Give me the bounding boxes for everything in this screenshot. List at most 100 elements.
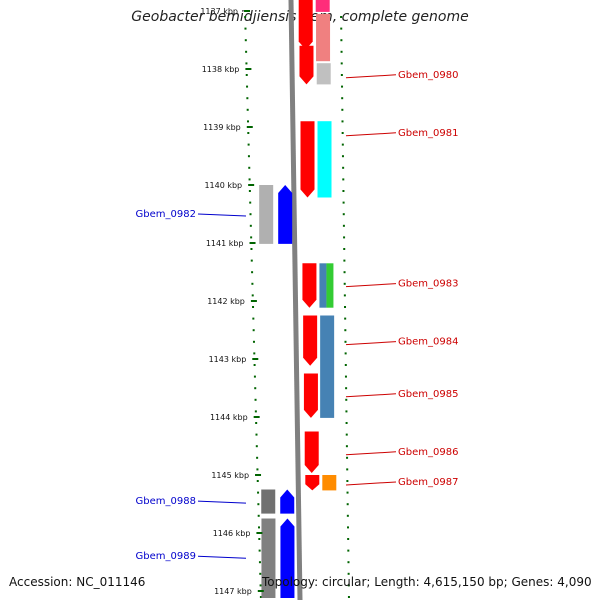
ruler-dot [340,50,343,53]
ruler-dot [342,190,345,192]
leader-line [345,393,397,398]
gene-arrow[interactable] [280,518,295,599]
ruler-tick [256,532,263,534]
ruler-dot [342,224,345,227]
ruler-dot [340,27,343,30]
ruler-dot [253,352,256,355]
gene-label[interactable]: Gbem_0984 [398,337,458,348]
ruler-dot [343,248,346,250]
ruler-dot [256,456,259,459]
topology-text: Topology: circular; Length: 4,615,150 bp… [262,575,592,589]
leader-line [345,481,397,486]
gene-label[interactable]: Gbem_0982 [136,209,196,220]
ruler-dot [254,387,257,390]
ruler-tick [244,10,251,12]
gene-arrow[interactable] [278,185,293,244]
ruler-label: 1137 kbp [200,7,238,16]
feature-bar [261,489,276,514]
gene-label[interactable]: Gbem_0988 [136,496,196,507]
ruler-tick [248,184,255,186]
gene-arrow[interactable] [298,0,313,50]
ruler-dot [343,294,346,297]
ruler-dot [248,178,251,181]
ruler-dot [258,549,261,552]
accession-text: Accession: NC_011146 [9,575,146,589]
ruler-dot [245,50,248,53]
leader-line [345,341,397,346]
ruler-dot [251,294,254,297]
ruler-label: 1141 kbp [206,239,244,248]
ruler-dot [347,584,350,587]
gene-label[interactable]: Gbem_0986 [398,447,458,458]
gene-label[interactable]: Gbem_0981 [398,128,458,139]
ruler-dot [256,468,259,471]
ruler-dot [249,201,252,204]
gene-arrow[interactable] [300,121,315,198]
gene-label[interactable]: Gbem_0983 [398,279,458,290]
ruler-dot [245,74,248,76]
ruler-dot [253,375,256,378]
ruler-tick [250,300,257,302]
ruler-dot [246,97,249,100]
ruler-tick [252,358,259,360]
ruler-dot [258,526,261,529]
ruler-dot [344,352,347,355]
gene-arrow[interactable] [280,489,295,514]
gene-arrow[interactable] [304,431,319,474]
gene-label[interactable]: Gbem_0980 [398,70,458,81]
ruler-dot [342,178,345,181]
ruler-dot [257,514,260,517]
ruler-dot [247,143,250,146]
ruler-dot [259,584,262,587]
ruler-label: 1144 kbp [210,413,248,422]
ruler-dot [346,503,349,506]
ruler-tick [253,416,260,418]
ruler-dot [345,422,348,424]
feature-bar [316,63,331,85]
gene-label[interactable]: Gbem_0987 [398,477,458,488]
ruler-dot [244,39,247,42]
ruler-label: 1138 kbp [202,65,240,74]
backbone-line [288,0,303,600]
gene-arrow[interactable] [299,45,314,85]
kbp-ruler: 1137 kbp 1138 kbp 1139 kbp 1140 kbp 1141 kbp… [200,7,264,596]
genome-backbone [288,0,303,600]
ruler-dot [253,364,256,366]
ruler-dot [347,596,350,598]
gene-arrow[interactable] [305,475,320,491]
ruler-dot [251,271,254,274]
leader-line [345,283,397,288]
feature-bar [322,475,337,491]
ruler-dot [344,306,347,308]
ruler-dot [341,97,344,100]
ruler-dot [244,16,247,18]
ruler-dot [343,271,346,274]
ruler-dot [251,282,254,285]
ruler-dot [343,236,346,239]
gene-label[interactable]: Gbem_0989 [136,551,196,562]
ruler-dot [341,108,344,111]
ruler-dot [341,132,344,134]
feature-bar [315,0,330,12]
feature-bar [316,13,331,62]
gene-labels: Gbem_0980 Gbem_0981 Gbem_0982 Gbem_0983 Gbem… [136,70,459,562]
ruler-dot [341,143,344,146]
ruler-dot [256,480,259,482]
gene-arrow[interactable] [303,315,318,366]
leader-line [197,213,247,217]
ruler-dot [344,329,347,332]
ruler-dot [249,224,252,227]
gene-label[interactable]: Gbem_0985 [398,389,458,400]
ruler-dot [346,468,349,471]
ruler-dot [247,132,250,134]
ruler-dot [246,85,249,88]
ruler-dot [342,201,345,204]
ruler-dot [246,108,249,111]
gene-arrow[interactable] [303,373,318,418]
gene-arrow[interactable] [302,263,317,308]
feature-tracks [259,0,337,598]
ruler-dot [250,248,253,250]
ruler-dot [346,480,349,482]
ruler-dot [343,259,346,262]
feature-bar [319,263,327,308]
